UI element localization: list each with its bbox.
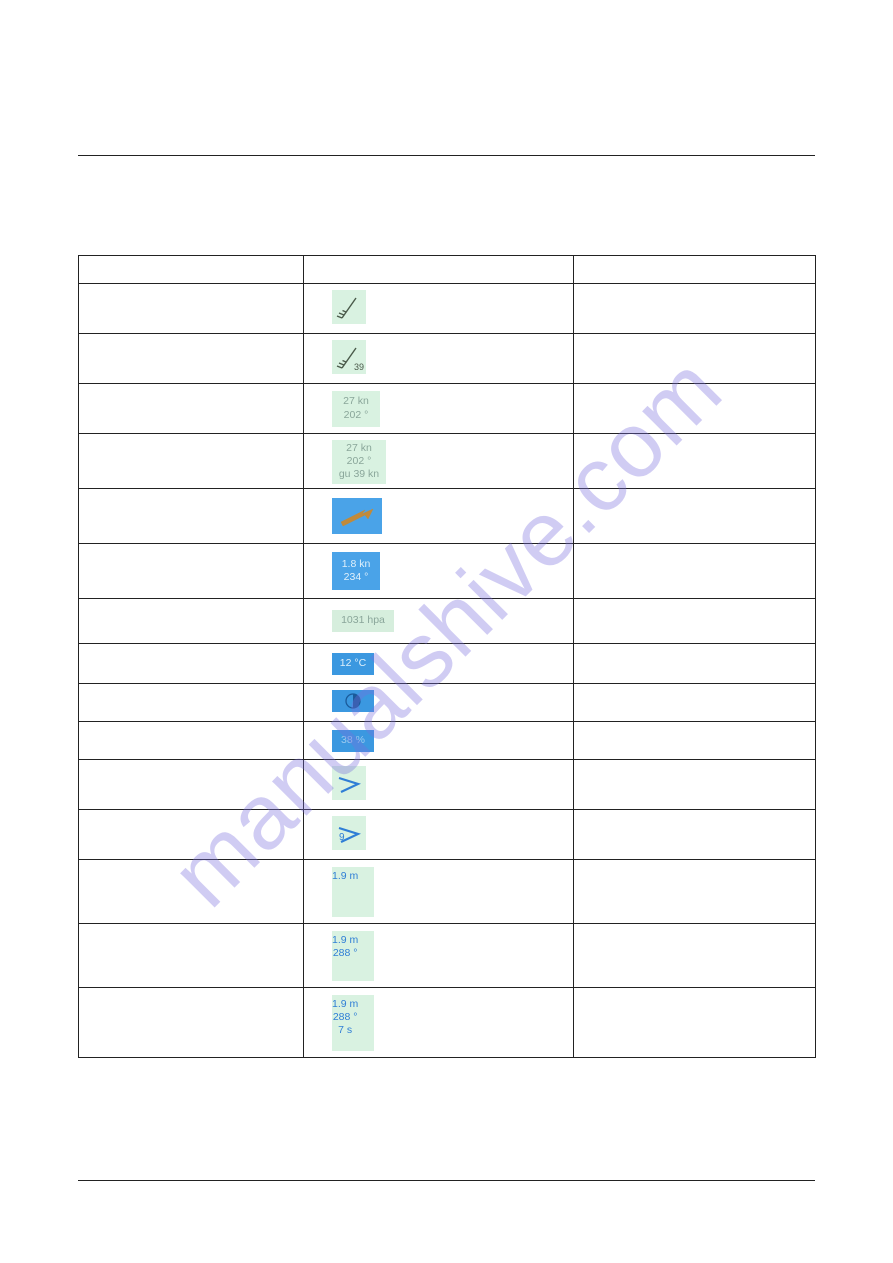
col-extra <box>574 924 816 988</box>
col-icon <box>304 256 574 284</box>
table-row: 1.9 m288 °7 s <box>79 988 816 1058</box>
svg-text:39: 39 <box>354 362 364 372</box>
col-icon: 27 kn202 °gu 39 kn <box>304 434 574 489</box>
col-desc <box>79 860 304 924</box>
col-extra <box>574 544 816 599</box>
air-temp-icon: 12 °C <box>332 653 374 675</box>
col-desc <box>79 544 304 599</box>
col-icon: 1031 hpa <box>304 599 574 644</box>
table-row <box>79 760 816 810</box>
wind-text-gust-icon: 27 kn202 °gu 39 kn <box>332 440 386 484</box>
col-desc <box>79 434 304 489</box>
col-desc <box>79 684 304 722</box>
col-extra <box>574 256 816 284</box>
col-extra <box>574 334 816 384</box>
table-row: 1.9 m288 ° <box>79 924 816 988</box>
col-extra <box>574 684 816 722</box>
col-desc <box>79 599 304 644</box>
col-extra <box>574 760 816 810</box>
col-desc <box>79 334 304 384</box>
col-extra <box>574 489 816 544</box>
table-row: 1.8 kn234 ° <box>79 544 816 599</box>
col-icon <box>304 760 574 810</box>
col-extra <box>574 284 816 334</box>
col-icon: 12 °C <box>304 644 574 684</box>
table-row: 12 °C <box>79 644 816 684</box>
col-desc <box>79 284 304 334</box>
cloud-icon <box>332 690 374 712</box>
wave-h-dir-icon: 1.9 m288 ° <box>332 931 374 981</box>
col-desc <box>79 489 304 544</box>
table-row: 27 kn202 °gu 39 kn <box>79 434 816 489</box>
col-desc <box>79 810 304 860</box>
table-row <box>79 256 816 284</box>
table-row <box>79 489 816 544</box>
col-extra <box>574 722 816 760</box>
current-text-icon: 1.8 kn234 ° <box>332 552 380 590</box>
col-icon: 39 <box>304 334 574 384</box>
col-icon: 27 kn202 ° <box>304 384 574 434</box>
table-row: 38 % <box>79 722 816 760</box>
table-row <box>79 684 816 722</box>
wind-barb-icon <box>332 290 366 324</box>
col-desc <box>79 722 304 760</box>
wave-dir-period-icon: 9 <box>332 816 366 850</box>
col-icon: 9 <box>304 810 574 860</box>
col-icon: 38 % <box>304 722 574 760</box>
pressure-icon: 1031 hpa <box>332 610 394 632</box>
col-desc <box>79 644 304 684</box>
wind-barb-gust-icon: 39 <box>332 340 366 374</box>
wave-h-dir-period-icon: 1.9 m288 °7 s <box>332 995 374 1051</box>
col-icon: 1.9 m288 °7 s <box>304 988 574 1058</box>
col-icon: 1.8 kn234 ° <box>304 544 574 599</box>
col-extra <box>574 988 816 1058</box>
col-extra <box>574 434 816 489</box>
col-desc <box>79 924 304 988</box>
col-extra <box>574 860 816 924</box>
current-arrow-icon <box>332 498 382 534</box>
col-icon <box>304 489 574 544</box>
col-desc <box>79 988 304 1058</box>
svg-text:9: 9 <box>339 832 345 843</box>
col-extra <box>574 599 816 644</box>
bottom-rule <box>78 1180 815 1181</box>
col-desc <box>79 760 304 810</box>
wave-h-icon: 1.9 m <box>332 867 374 917</box>
table-row: 1.9 m <box>79 860 816 924</box>
col-icon <box>304 284 574 334</box>
col-extra <box>574 810 816 860</box>
col-extra <box>574 384 816 434</box>
table-row: 1031 hpa <box>79 599 816 644</box>
symbol-table: 39 27 kn202 ° 27 kn202 °gu 39 kn 1.8 kn23… <box>78 255 815 1058</box>
table-row: 39 <box>79 334 816 384</box>
col-icon: 1.9 m288 ° <box>304 924 574 988</box>
table-row <box>79 284 816 334</box>
table: 39 27 kn202 ° 27 kn202 °gu 39 kn 1.8 kn23… <box>78 255 816 1058</box>
table-row: 27 kn202 ° <box>79 384 816 434</box>
table-row: 9 <box>79 810 816 860</box>
col-desc <box>79 384 304 434</box>
col-icon <box>304 684 574 722</box>
top-rule <box>78 155 815 156</box>
wind-text-icon: 27 kn202 ° <box>332 391 380 427</box>
col-icon: 1.9 m <box>304 860 574 924</box>
col-desc <box>79 256 304 284</box>
precip-icon: 38 % <box>332 730 374 752</box>
col-extra <box>574 644 816 684</box>
wave-dir-icon <box>332 766 366 800</box>
